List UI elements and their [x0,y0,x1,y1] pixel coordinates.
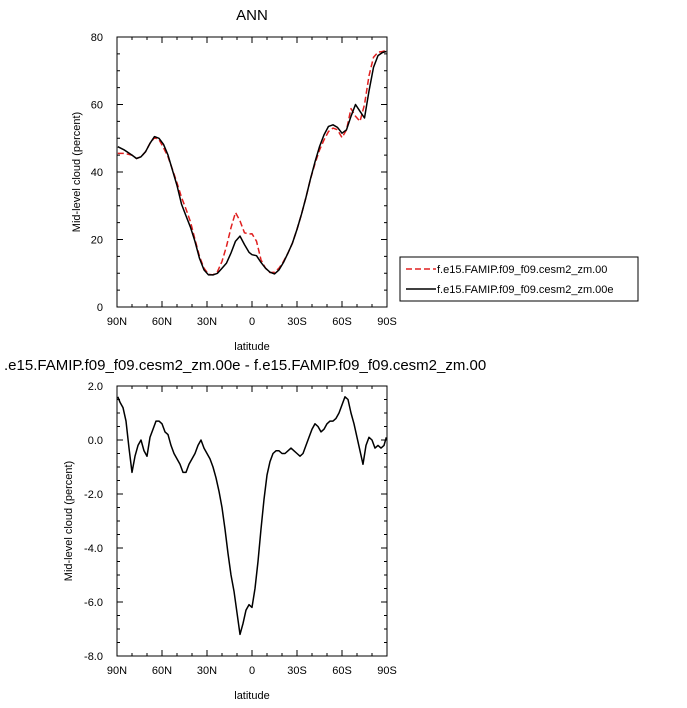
bottom-series-lines [117,396,388,636]
top-x-tick-label: 60S [332,316,352,328]
top-x-axis-label: latitude [234,341,269,353]
top-y-axis-label: Mid-level cloud (percent) [71,112,83,232]
bottom-x-tick-label: 90N [107,665,127,677]
top-chart-title: ANN [236,7,268,24]
bottom-y-tick-label: 0.0 [88,435,103,447]
top-y-tick-label: 20 [91,235,103,247]
top-x-tick-label: 30N [197,316,217,328]
legend-label-series-1: f.e15.FAMIP.f09_f09.cesm2_zm.00 [437,264,607,276]
top-x-tick-label: 90N [107,316,127,328]
bottom-x-tick-label: 60N [152,665,172,677]
bottom-x-tick-label: 30N [197,665,217,677]
bottom-y-axis-label: Mid-level cloud (percent) [63,461,75,581]
top-series-line-1 [117,49,387,276]
bottom-y-tick-label: -2.0 [84,489,103,501]
top-series-line-2 [117,50,387,276]
top-y-tick-label: 60 [91,100,103,112]
bottom-y-tick-label: -6.0 [84,597,103,609]
bottom-y-tick-label: 2.0 [88,381,103,393]
bottom-y-tick-label: -4.0 [84,543,103,555]
top-chart: ANN 90N 60N 30N 0 30S 60S 90S 0 20 40 60 80 Mid-lev… [71,7,639,353]
bottom-y-tick-label: -8.0 [84,651,103,663]
bottom-x-tick-label: 60S [332,665,352,677]
top-x-tick-label: 0 [249,316,255,328]
bottom-x-tick-label: 90S [377,665,397,677]
legend: f.e15.FAMIP.f09_f09.cesm2_zm.00 f.e15.FA… [399,256,639,302]
bottom-chart: .e15.FAMIP.f09_f09.cesm2_zm.00e - f.e15.… [4,357,486,702]
top-plot-frame [116,36,388,308]
top-y-tick-label: 40 [91,167,103,179]
bottom-axes: 90N 60N 30N 0 30S 60S 90S -8.0 -6.0 -4.0 -2.0 0.0 2.… [84,381,397,677]
bottom-x-tick-label: 30S [287,665,307,677]
top-series-lines [117,49,387,276]
bottom-chart-title: .e15.FAMIP.f09_f09.cesm2_zm.00e - f.e15.… [4,357,486,374]
top-x-tick-label: 30S [287,316,307,328]
top-axes: 90N 60N 30N 0 30S 60S 90S 0 20 40 60 80 [91,32,397,328]
bottom-series-line-1 [117,396,388,636]
bottom-x-tick-label: 0 [249,665,255,677]
bottom-x-axis-label: latitude [234,690,269,702]
top-y-tick-label: 0 [97,302,103,314]
top-x-tick-label: 90S [377,316,397,328]
legend-box [399,256,639,302]
top-x-tick-label: 60N [152,316,172,328]
top-y-tick-label: 80 [91,32,103,44]
legend-label-series-2: f.e15.FAMIP.f09_f09.cesm2_zm.00e [437,284,614,296]
bottom-plot-frame [116,385,388,657]
top-gridless-plot-area [116,36,388,308]
